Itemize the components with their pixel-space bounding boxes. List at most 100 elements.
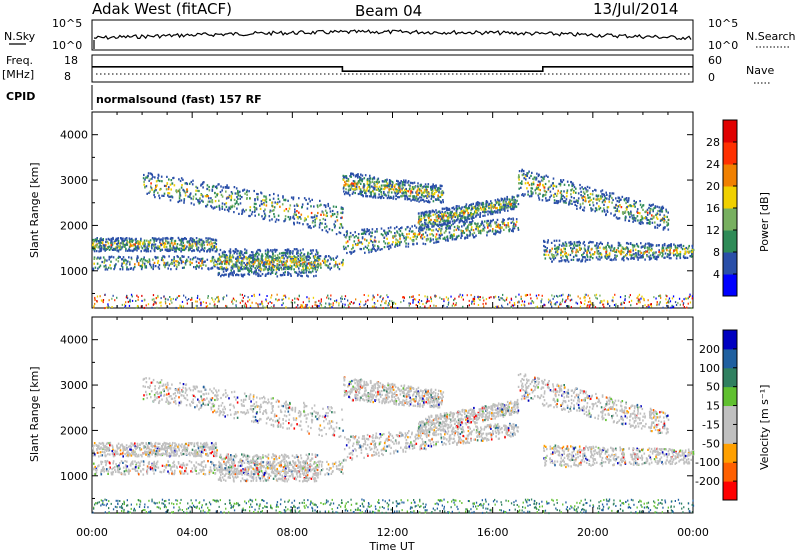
echo-cell (143, 258, 145, 260)
echo-cell (506, 226, 508, 228)
echo-cell (101, 261, 103, 263)
echo-cell (586, 191, 588, 193)
echo-cell (154, 240, 156, 242)
ground-echo-cell (342, 303, 343, 305)
ground-echo-cell (474, 296, 475, 298)
ground-echo-cell (183, 305, 184, 307)
echo-cell (529, 184, 531, 186)
echo-cell (600, 242, 602, 244)
echo-cell (372, 228, 374, 230)
echo-cell (322, 211, 324, 213)
ground-echo-cell (537, 297, 538, 299)
echo-cell (225, 186, 227, 188)
echo-cell (254, 258, 256, 260)
echo-cell (153, 194, 155, 196)
echo-cell (642, 246, 644, 248)
echo-cell (358, 193, 360, 195)
echo-cell (413, 243, 415, 245)
echo-cell (109, 264, 111, 266)
echo-cell (128, 256, 130, 258)
echo-cell (490, 200, 492, 202)
echo-cell (665, 252, 667, 254)
echo-cell (110, 248, 112, 250)
echo-cell (450, 216, 452, 218)
echo-cell (545, 254, 547, 256)
echo-cell (329, 207, 331, 209)
echo-cell (424, 219, 426, 221)
echo-cell (491, 208, 493, 210)
echo-cell (577, 259, 579, 261)
echo-cell (409, 188, 411, 190)
echo-cell (370, 193, 372, 195)
echo-cell (395, 188, 397, 190)
echo-cell (125, 263, 127, 265)
echo-cell (369, 175, 371, 177)
echo-cell (153, 241, 155, 243)
ground-echo-cell (521, 298, 522, 300)
echo-cell (388, 242, 390, 244)
echo-cell (599, 208, 601, 210)
echo-cell (557, 251, 559, 253)
echo-cell (682, 248, 684, 250)
echo-cell (235, 248, 237, 250)
echo-cell (209, 243, 211, 245)
echo-cell (374, 193, 376, 195)
echo-cell (376, 230, 378, 232)
echo-cell (615, 197, 617, 199)
echo-cell (348, 185, 350, 187)
echo-cell (268, 259, 270, 261)
echo-cell (492, 219, 494, 221)
echo-cell (587, 186, 589, 188)
echo-cell (603, 204, 605, 206)
echo-cell (419, 188, 421, 190)
echo-cell (475, 235, 477, 237)
ground-echo-cell (679, 298, 680, 300)
echo-cell (155, 186, 157, 188)
echo-cell (367, 187, 369, 189)
echo-cell (571, 200, 573, 202)
echo-cell (397, 232, 399, 234)
echo-cell (137, 245, 139, 247)
echo-cell (244, 248, 246, 250)
echo-cell (110, 261, 112, 263)
echo-cell (275, 273, 277, 275)
ground-echo-cell (568, 305, 569, 307)
echo-cell (270, 269, 272, 271)
echo-cell (605, 213, 607, 215)
echo-cell (171, 239, 173, 241)
ground-echo-cell (215, 298, 216, 300)
echo-cell (334, 265, 336, 267)
echo-cell (241, 251, 243, 253)
echo-cell (437, 195, 439, 197)
echo-cell (166, 249, 168, 251)
ground-echo-cell (109, 306, 110, 308)
echo-cell (502, 223, 504, 225)
echo-cell (444, 237, 446, 239)
echo-cell (543, 245, 545, 247)
echo-cell (234, 205, 236, 207)
echo-cell (449, 231, 451, 233)
echo-cell (611, 197, 613, 199)
echo-cell (477, 227, 479, 229)
echo-cell (175, 264, 177, 266)
echo-cell (319, 200, 321, 202)
echo-cell (410, 190, 412, 192)
cpid-label: CPID (6, 90, 35, 103)
echo-cell (294, 271, 296, 273)
echo-cell (515, 224, 517, 226)
echo-cell (197, 258, 199, 260)
echo-cell (691, 251, 693, 253)
echo-cell (596, 256, 598, 258)
ground-echo-cell (364, 304, 365, 306)
echo-cell (208, 186, 210, 188)
echo-cell (356, 186, 358, 188)
echo-cell (187, 241, 189, 243)
echo-cell (197, 249, 199, 251)
echo-cell (424, 236, 426, 238)
echo-cell (337, 264, 339, 266)
echo-cell (199, 258, 201, 260)
echo-cell (307, 253, 309, 255)
echo-cell (568, 184, 570, 186)
echo-cell (209, 250, 211, 252)
echo-cell (120, 245, 122, 247)
